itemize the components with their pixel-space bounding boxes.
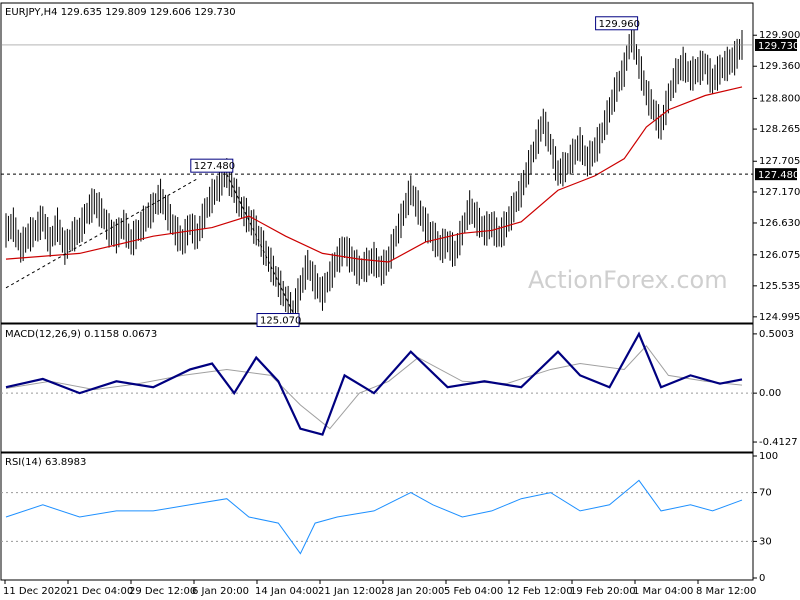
price-tick-label: 124.995	[759, 312, 800, 323]
rsi-line	[5, 479, 743, 555]
macd-title: MACD(12,26,9) 0.1158 0.0673	[5, 329, 157, 340]
price-tick-label: 128.800	[759, 93, 800, 104]
price-annotation-label: 125.070	[260, 316, 301, 327]
price-reference-lines	[1, 44, 753, 313]
rsi-tick-label: 100	[759, 451, 778, 462]
price-tick-label: 129.900	[759, 30, 800, 41]
rsi-tick-label: 30	[759, 536, 772, 547]
macd-tick-label: 0.5003	[759, 329, 794, 340]
time-tick-label: 1 Mar 04:00	[633, 586, 693, 597]
time-tick-label: 14 Jan 04:00	[255, 586, 318, 597]
price-tick-label: 129.360	[759, 61, 800, 72]
rsi-title: RSI(14) 63.8983	[5, 457, 86, 468]
time-tick-label: 21 Jan 12:00	[318, 586, 381, 597]
price-tick-label: 127.170	[759, 187, 800, 198]
level-price-box	[755, 168, 797, 181]
time-tick-label: 8 Mar 12:00	[696, 586, 756, 597]
price-annotation-box	[595, 16, 639, 31]
price-title: EURJPY,H4 129.635 129.809 129.606 129.73…	[5, 7, 236, 18]
moving-average-line	[5, 86, 743, 263]
macd-signal-line	[5, 344, 743, 430]
rsi-axis-group: 100 70 30 0	[1, 451, 778, 584]
price-axis-group: 129.900 129.360 128.800 128.265 127.705 127.1…	[753, 30, 800, 323]
time-tick-label: 28 Jan 20:00	[381, 586, 444, 597]
rsi-panel	[0, 452, 754, 581]
rsi-tick-label: 70	[759, 488, 772, 499]
price-annotation-box	[190, 158, 234, 173]
time-tick-label: 5 Feb 04:00	[444, 586, 503, 597]
price-tick-label: 125.535	[759, 281, 800, 292]
time-tick-label: 6 Jan 20:00	[192, 586, 249, 597]
price-annotation-label: 127.480	[194, 161, 235, 172]
price-tick-label: 126.075	[759, 250, 800, 261]
current-price-box	[755, 38, 797, 51]
trend-line	[226, 173, 294, 313]
level-price-label: 127.480	[758, 170, 799, 181]
price-annotations: 127.480 125.070 129.960 129.730 127.480	[190, 16, 799, 328]
price-annotation-box	[256, 313, 300, 328]
time-tick-label: 12 Feb 12:00	[507, 586, 573, 597]
watermark: ActionForex.com	[528, 266, 728, 294]
price-tick-label: 127.705	[759, 156, 800, 167]
current-price-label: 129.730	[758, 41, 799, 52]
trend-line	[5, 178, 198, 289]
rsi-tick-label: 0	[759, 573, 765, 584]
time-tick-label: 19 Feb 20:00	[570, 586, 636, 597]
price-bars	[5, 18, 743, 322]
macd-panel	[0, 323, 754, 453]
time-tick-label: 11 Dec 2020	[3, 586, 67, 597]
time-tick-label: 21 Dec 04:00	[66, 586, 133, 597]
time-tick-label: 29 Dec 12:00	[129, 586, 196, 597]
price-tick-label: 128.265	[759, 124, 800, 135]
macd-tick-label: -0.4127	[759, 437, 798, 448]
price-tick-label: 126.630	[759, 218, 800, 229]
price-annotation-label: 129.960	[599, 19, 640, 30]
macd-tick-label: 0.00	[759, 388, 781, 399]
macd-axis-group: 0.5003 0.00 -0.4127	[1, 329, 798, 448]
price-panel	[0, 2, 754, 324]
macd-line	[5, 331, 743, 436]
